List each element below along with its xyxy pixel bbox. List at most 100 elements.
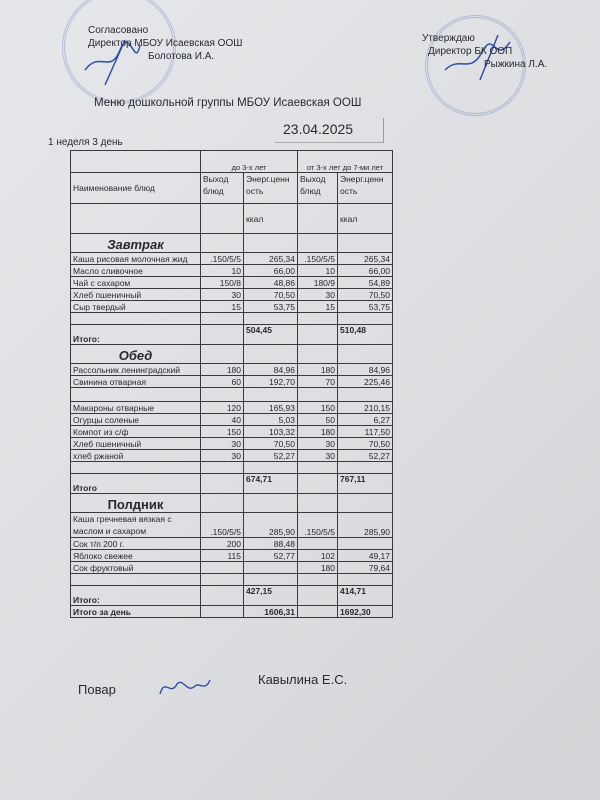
dish-name: Сок т/п 200 г. — [70, 537, 201, 550]
approval-right: Утверждаю Директор БК ООП Рыжкина Л.А. — [422, 32, 547, 71]
empty-cell — [297, 585, 338, 606]
total-value-2: 767,11 — [337, 473, 393, 494]
value-cell — [243, 561, 298, 574]
value-cell: .150/5/5 — [297, 252, 338, 265]
table-row: Каша рисовая молочная жид .150/5/5 265,34.… — [70, 252, 393, 265]
day-total-label: Итого за день — [70, 605, 201, 618]
section-title: Завтрак — [70, 233, 201, 253]
empty-cell — [200, 473, 244, 494]
week-day: 1 неделя 3 день — [48, 137, 123, 148]
unit-label: ккал — [337, 203, 393, 234]
section-header-row: Завтрак — [70, 233, 393, 253]
table-row: Сыр твердый 15 53,75 15 53,75 — [70, 300, 393, 313]
age-group-row: до 3-х лет от 3-х лет до 7-ми лет — [70, 150, 393, 173]
age-group-1: до 3-х лет — [200, 150, 298, 173]
empty-cell — [70, 387, 201, 402]
value-cell: 70,50 — [337, 437, 393, 450]
value-cell: 66,00 — [243, 264, 298, 277]
total-value-1: 674,71 — [243, 473, 298, 494]
value-cell: 30 — [200, 437, 244, 450]
empty-cell — [337, 344, 393, 364]
spacer-row — [70, 461, 393, 474]
empty-cell — [243, 461, 298, 474]
dish-name: Макароны отварные — [70, 401, 201, 414]
dish-name: Сок фруктовый — [70, 561, 201, 574]
value-cell: 103,32 — [243, 425, 298, 438]
column-header: Выход блюд — [297, 172, 338, 204]
empty-cell — [337, 312, 393, 325]
dish-name: хлеб ржаной — [70, 449, 201, 462]
empty-cell — [200, 233, 244, 253]
value-cell: 40 — [200, 413, 244, 426]
value-cell: 120 — [200, 401, 244, 414]
empty-cell — [70, 150, 201, 173]
value-cell: 150/8 — [200, 276, 244, 289]
value-cell: 15 — [200, 300, 244, 313]
empty-cell — [297, 473, 338, 494]
total-label: Итого — [70, 473, 201, 494]
value-cell: 70,50 — [337, 288, 393, 301]
empty-cell — [200, 203, 244, 234]
cook-signature — [159, 679, 211, 695]
table-row: Сок т/п 200 г. 200 88,48 — [70, 537, 393, 550]
empty-cell — [297, 573, 338, 586]
value-cell: 52,27 — [243, 449, 298, 462]
value-cell — [337, 537, 393, 550]
organization-stamp — [425, 15, 526, 116]
total-row: Итого: 427,15 414,71 — [70, 585, 393, 606]
empty-cell — [200, 605, 244, 618]
table-row: Чай с сахаром 150/8 48,86 180/9 54,89 — [70, 276, 393, 289]
value-cell: 30 — [297, 449, 338, 462]
dish-name: Хлеб пшеничный — [70, 437, 201, 450]
value-cell: 285,90 — [243, 512, 298, 538]
page-title: Меню дошкольной группы МБОУ Исаевская ОО… — [94, 97, 362, 109]
table-row: Огурцы соленые 40 5,03 50 6,27 — [70, 413, 393, 426]
dish-name: Компот из с/ф — [70, 425, 201, 438]
empty-cell — [243, 344, 298, 364]
empty-cell — [200, 461, 244, 474]
empty-cell — [297, 387, 338, 402]
value-cell: 30 — [200, 288, 244, 301]
empty-cell — [297, 233, 338, 253]
empty-cell — [337, 233, 393, 253]
table-row: хлеб ржаной 30 52,27 30 52,27 — [70, 449, 393, 462]
approval-left-name: Болотова И.А. — [148, 51, 215, 62]
empty-cell — [70, 461, 201, 474]
value-cell: 265,34 — [243, 252, 298, 265]
dish-name: Рассольник ленинградский — [70, 363, 201, 376]
dish-name: Чай с сахаром — [70, 276, 201, 289]
value-cell: 180 — [297, 561, 338, 574]
value-cell: 70 — [297, 375, 338, 388]
column-header: Энерг.ценн ость — [243, 172, 298, 204]
empty-cell — [297, 344, 338, 364]
director-signature-left — [84, 39, 141, 86]
value-cell: 180/9 — [297, 276, 338, 289]
unit-label: ккал — [243, 203, 298, 234]
school-stamp — [62, 0, 176, 104]
dish-name: Масло сливочное — [70, 264, 201, 277]
total-value-1: 504,45 — [243, 324, 298, 345]
table-row: Макароны отварные 120 165,93 150 210,15 — [70, 401, 393, 414]
cook-name: Кавылина Е.С. — [258, 672, 348, 687]
value-cell: 150 — [200, 425, 244, 438]
value-cell: 88,48 — [243, 537, 298, 550]
dish-name: Сыр твердый — [70, 300, 201, 313]
total-label: Итого: — [70, 324, 201, 345]
approval-left: Согласовано Директор МБОУ Исаевская ООШ … — [88, 24, 242, 63]
spacer-row — [70, 387, 393, 402]
value-cell: 200 — [200, 537, 244, 550]
value-cell: 180 — [297, 363, 338, 376]
age-group-2: от 3-х лет до 7-ми лет — [297, 150, 393, 173]
day-total-value-1: 1606,31 — [243, 605, 298, 618]
dish-name: Каша гречневая вязкая с маслом и сахаром — [70, 512, 201, 538]
value-cell: 180 — [200, 363, 244, 376]
empty-cell — [243, 493, 298, 513]
value-cell: 53,75 — [243, 300, 298, 313]
value-cell: 70,50 — [243, 437, 298, 450]
empty-cell — [200, 585, 244, 606]
header-row: Наименование блюд Выход блюд Энерг.ценн ос… — [70, 172, 393, 204]
unit-row: ккал ккал — [70, 203, 393, 234]
value-cell: 265,34 — [337, 252, 393, 265]
menu-table: до 3-х лет от 3-х лет до 7-ми лет Наименов… — [70, 150, 393, 618]
